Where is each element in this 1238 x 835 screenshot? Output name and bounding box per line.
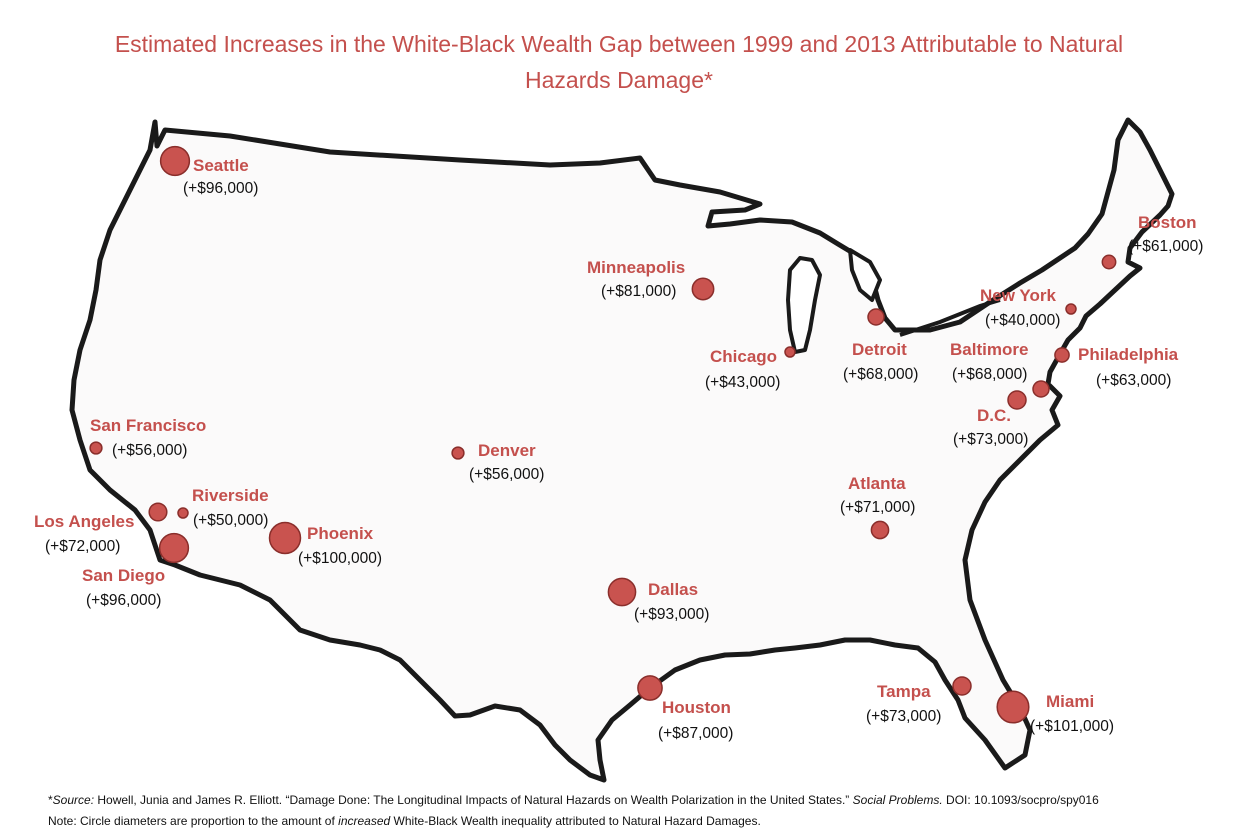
city-marker-houston	[637, 675, 663, 701]
city-value-atlanta: (+$71,000)	[840, 499, 915, 516]
city-marker-philadelphia	[1054, 347, 1070, 363]
footer: *Source: Howell, Junia and James R. Elli…	[48, 790, 1099, 832]
city-value-philadelphia: (+$63,000)	[1096, 372, 1171, 389]
city-value-chicago: (+$43,000)	[705, 374, 780, 391]
city-marker-seattle	[159, 145, 191, 177]
city-value-miami: (+$101,000)	[1030, 718, 1114, 735]
city-value-los-angeles: (+$72,000)	[45, 538, 120, 555]
city-value-baltimore: (+$68,000)	[952, 366, 1027, 383]
city-marker-denver	[451, 446, 465, 460]
source-citation: *Source: Howell, Junia and James R. Elli…	[48, 790, 1099, 811]
city-value-dallas: (+$93,000)	[634, 606, 709, 623]
city-name-minneapolis: Minneapolis	[587, 258, 685, 277]
note-suffix: White-Black Wealth inequality attributed…	[390, 814, 761, 828]
map-title: Estimated Increases in the White-Black W…	[0, 26, 1238, 98]
city-marker-detroit	[867, 308, 885, 326]
city-name-atlanta: Atlanta	[848, 474, 906, 493]
city-name-riverside: Riverside	[192, 486, 269, 505]
city-marker-san-diego	[158, 532, 190, 564]
city-marker-tampa	[952, 676, 972, 696]
city-value-seattle: (+$96,000)	[183, 180, 258, 197]
city-marker-chicago	[784, 346, 796, 358]
city-name-san-diego: San Diego	[82, 566, 165, 585]
source-label: Source:	[52, 793, 95, 807]
city-name-chicago: Chicago	[710, 347, 777, 366]
city-marker-baltimore	[1032, 380, 1050, 398]
city-value-houston: (+$87,000)	[658, 725, 733, 742]
city-labels: Seattle (+$96,000) Boston (+$61,000) Minneap…	[34, 156, 1203, 742]
city-name-seattle: Seattle	[193, 156, 249, 175]
note-prefix: Note: Circle diameters are proportion to…	[48, 814, 339, 828]
city-name-detroit: Detroit	[852, 340, 907, 359]
city-value-tampa: (+$73,000)	[866, 708, 941, 725]
lake-erie	[899, 298, 1001, 337]
city-marker-miami	[996, 690, 1030, 724]
city-marker-new-york	[1065, 303, 1077, 315]
city-value-d-c: (+$73,000)	[953, 431, 1028, 448]
us-outline	[69, 117, 1175, 783]
city-value-detroit: (+$68,000)	[843, 366, 918, 383]
city-value-minneapolis: (+$81,000)	[601, 283, 676, 300]
city-name-baltimore: Baltimore	[950, 340, 1028, 359]
city-name-tampa: Tampa	[877, 682, 931, 701]
city-value-boston: (+$61,000)	[1128, 238, 1203, 255]
map-title-line-2: Hazards Damage*	[525, 67, 713, 93]
lake-huron	[848, 248, 882, 302]
city-marker-riverside	[177, 507, 189, 519]
city-markers	[89, 145, 1117, 724]
city-value-riverside: (+$50,000)	[193, 512, 268, 529]
city-name-new-york: New York	[980, 286, 1056, 305]
journal-name: Social Problems.	[852, 793, 943, 807]
city-name-dallas: Dallas	[648, 580, 698, 599]
city-value-san-francisco: (+$56,000)	[112, 442, 187, 459]
city-value-denver: (+$56,000)	[469, 466, 544, 483]
city-value-new-york: (+$40,000)	[985, 312, 1060, 329]
city-name-phoenix: Phoenix	[307, 524, 374, 543]
city-name-houston: Houston	[662, 698, 731, 717]
source-text: Howell, Junia and James R. Elliott. “Dam…	[94, 793, 853, 807]
city-marker-atlanta	[870, 520, 890, 540]
lake-michigan	[786, 256, 822, 354]
city-marker-minneapolis	[691, 277, 715, 301]
circle-note: Note: Circle diameters are proportion to…	[48, 811, 1099, 832]
map-title-line-1: Estimated Increases in the White-Black W…	[114, 31, 1124, 57]
city-marker-d-c	[1007, 390, 1027, 410]
city-marker-san-francisco	[89, 441, 103, 455]
city-name-denver: Denver	[478, 441, 536, 460]
city-marker-los-angeles	[148, 502, 168, 522]
city-value-san-diego: (+$96,000)	[86, 592, 161, 609]
city-name-boston: Boston	[1138, 213, 1197, 232]
city-name-philadelphia: Philadelphia	[1078, 345, 1179, 364]
city-marker-dallas	[607, 577, 637, 607]
city-name-d-c: D.C.	[977, 406, 1011, 425]
city-name-los-angeles: Los Angeles	[34, 512, 134, 531]
city-name-san-francisco: San Francisco	[90, 416, 206, 435]
doi: DOI: 10.1093/socpro/spy016	[942, 793, 1099, 807]
note-emphasis: increased	[338, 814, 391, 828]
city-marker-phoenix	[268, 521, 302, 555]
city-name-miami: Miami	[1046, 692, 1094, 711]
source-prefix: *	[48, 793, 53, 807]
city-value-phoenix: (+$100,000)	[298, 550, 382, 567]
city-marker-boston	[1101, 254, 1117, 270]
